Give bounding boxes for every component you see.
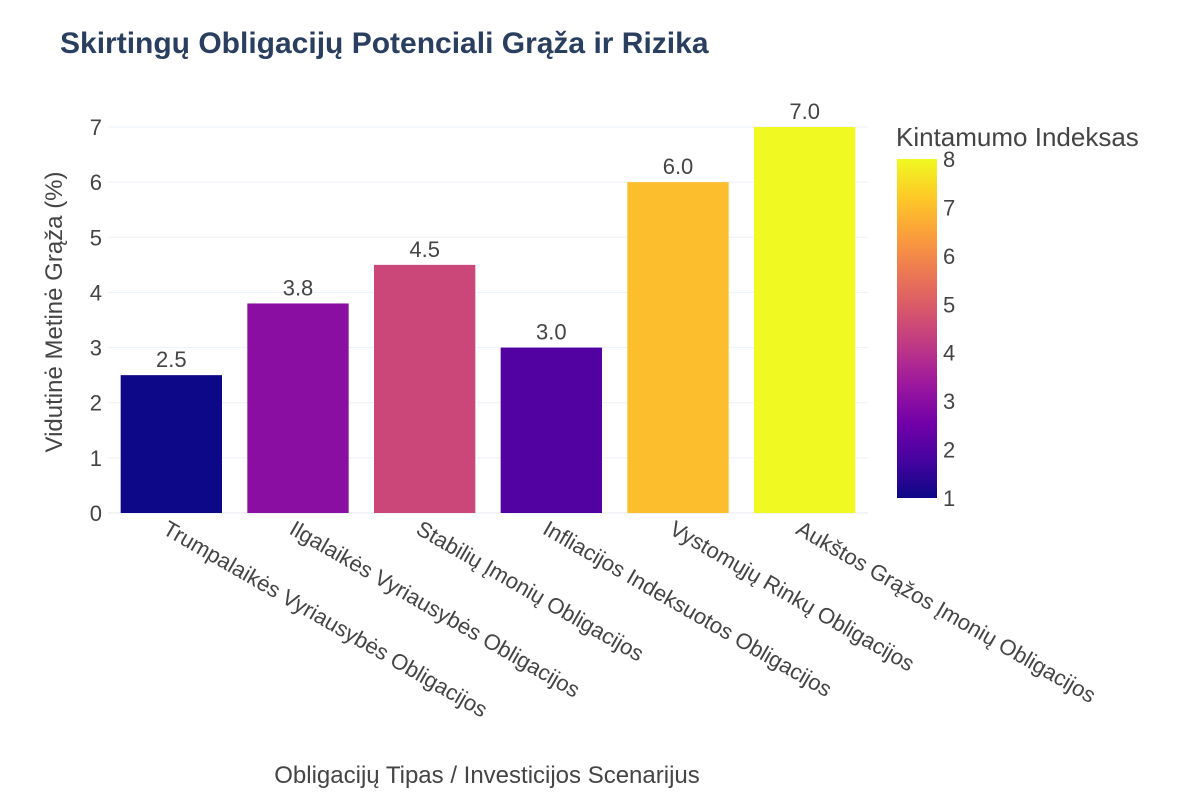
y-axis-ticks: 0 1 2 3 4 5 6 7 [90,115,102,526]
y-tick-label: 4 [90,280,102,305]
bar-value-label: 4.5 [409,237,440,262]
colorbar-tick-label: 1 [943,486,955,511]
y-tick-label: 6 [90,170,102,195]
bar-value-label: 3.0 [536,320,567,345]
colorbar-ticks: 1 2 3 4 5 6 7 8 [943,147,955,511]
y-tick-label: 7 [90,115,102,140]
bar-value-label: 2.5 [156,347,187,372]
bar-value-labels: 2.5 3.8 4.5 3.0 6.0 7.0 [156,99,820,372]
y-tick-label: 0 [90,501,102,526]
bar-value-label: 3.8 [283,275,314,300]
y-tick-label: 2 [90,391,102,416]
chart-title: Skirtingų Obligacijų Potenciali Grąža ir… [60,27,709,60]
bar [374,264,476,513]
bar [754,127,856,513]
colorbar-tick-label: 4 [943,341,955,366]
colorbar-gradient [897,159,937,498]
bar [247,303,349,513]
bars [120,127,856,513]
y-tick-label: 5 [90,225,102,250]
bar [120,375,222,513]
colorbar-tick-label: 3 [943,389,955,414]
bar [627,182,729,513]
colorbar-tick-label: 2 [943,438,955,463]
x-tick-label: Vystomųjų Rinkų Obligacijos [666,516,919,677]
colorbar-tick-label: 7 [943,195,955,220]
y-tick-label: 1 [90,446,102,471]
bar-value-label: 7.0 [789,99,820,124]
y-axis-label: Vidutinė Metinė Grąža (%) [41,171,68,452]
x-axis-ticks: Trumpalaikės Vyriausybės ObligacijosIlga… [159,516,1100,723]
colorbar-tick-label: 5 [943,292,955,317]
x-tick-label: Stabilių Įmonių Obligacijos [412,516,648,667]
colorbar-tick-label: 6 [943,244,955,269]
bar [500,347,602,513]
x-axis-label: Obligacijų Tipas / Investicijos Scenarij… [274,762,700,789]
bar-value-label: 6.0 [663,154,694,179]
gridlines [108,126,868,514]
colorbar-tick-label: 8 [943,147,955,172]
y-tick-label: 3 [90,336,102,361]
colorbar-title: Kintamumo Indeksas [896,122,1139,152]
colorbar: Kintamumo Indeksas 1 2 3 4 5 6 7 8 [896,122,1139,511]
